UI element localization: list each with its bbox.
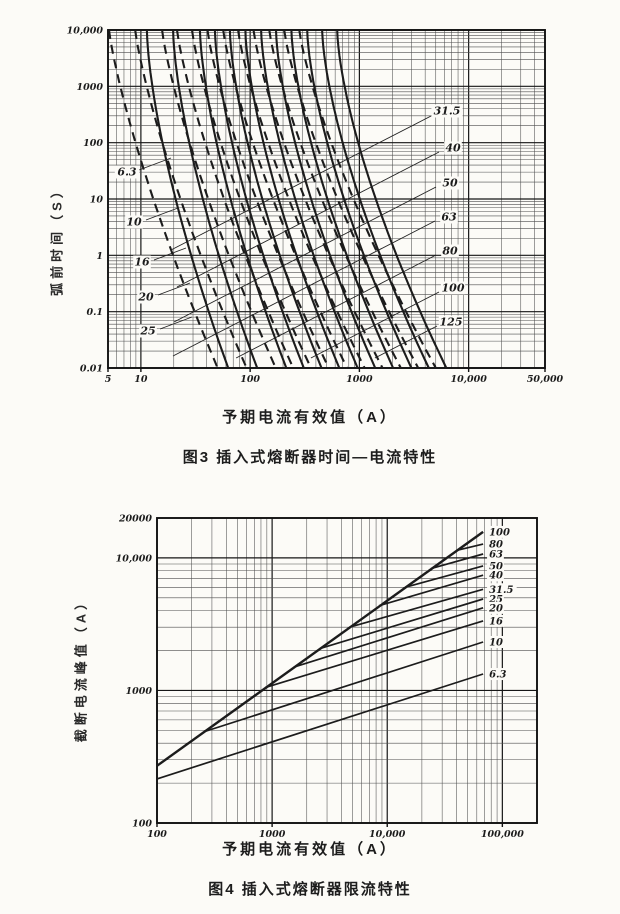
svg-text:1: 1 <box>96 251 103 262</box>
svg-text:16: 16 <box>489 616 503 627</box>
svg-text:10,000: 10,000 <box>67 26 104 37</box>
svg-text:80: 80 <box>442 245 458 258</box>
svg-text:16: 16 <box>134 256 150 269</box>
svg-text:10: 10 <box>489 638 503 649</box>
figure3-x-axis-title: 予期电流有效值（A） <box>222 409 398 426</box>
svg-text:1000: 1000 <box>126 686 153 697</box>
svg-text:100: 100 <box>489 527 510 538</box>
svg-text:100,000: 100,000 <box>481 829 524 840</box>
svg-text:6.3: 6.3 <box>117 166 136 179</box>
svg-text:63: 63 <box>441 211 457 224</box>
svg-text:125: 125 <box>440 316 463 329</box>
svg-text:100: 100 <box>147 829 167 840</box>
svg-text:25: 25 <box>139 325 155 338</box>
svg-text:100: 100 <box>132 819 152 830</box>
svg-text:100: 100 <box>240 374 260 385</box>
svg-text:20000: 20000 <box>118 514 152 525</box>
svg-text:10: 10 <box>134 374 148 385</box>
svg-text:40: 40 <box>445 142 461 155</box>
svg-text:40: 40 <box>489 571 503 582</box>
svg-text:5: 5 <box>105 374 112 385</box>
svg-text:10: 10 <box>90 195 104 206</box>
svg-text:20: 20 <box>488 603 503 614</box>
svg-text:100: 100 <box>83 138 103 149</box>
figure3-time-current-chart: 10,000 1000 100 10 1 0.1 0.015 10 100 1000 10,000 5… <box>67 26 564 386</box>
svg-text:0.01: 0.01 <box>80 364 103 375</box>
svg-text:63: 63 <box>489 550 503 561</box>
svg-text:1000: 1000 <box>77 82 104 93</box>
svg-text:10,000: 10,000 <box>450 374 487 385</box>
svg-text:31.5: 31.5 <box>489 585 513 596</box>
svg-text:1000: 1000 <box>259 829 286 840</box>
svg-text:1000: 1000 <box>346 374 373 385</box>
figure4-caption: 图4 插入式熔断器限流特性 <box>208 881 412 898</box>
svg-text:20: 20 <box>137 291 154 304</box>
svg-text:100: 100 <box>442 282 465 295</box>
svg-text:10,000: 10,000 <box>116 553 153 564</box>
svg-text:6.3: 6.3 <box>489 670 506 681</box>
svg-text:50: 50 <box>442 177 458 190</box>
svg-text:10,000: 10,000 <box>369 829 406 840</box>
svg-text:25: 25 <box>488 594 503 605</box>
svg-text:0.1: 0.1 <box>86 307 103 318</box>
svg-text:31.5: 31.5 <box>434 105 461 118</box>
svg-text:10: 10 <box>126 216 142 229</box>
figure3-caption: 图3 插入式熔断器时间—电流特性 <box>182 449 438 466</box>
svg-text:80: 80 <box>489 540 503 551</box>
figure4-x-axis-title: 予期电流有效值（A） <box>222 841 398 858</box>
svg-text:50,000: 50,000 <box>527 374 564 385</box>
svg-text:50: 50 <box>489 561 503 572</box>
